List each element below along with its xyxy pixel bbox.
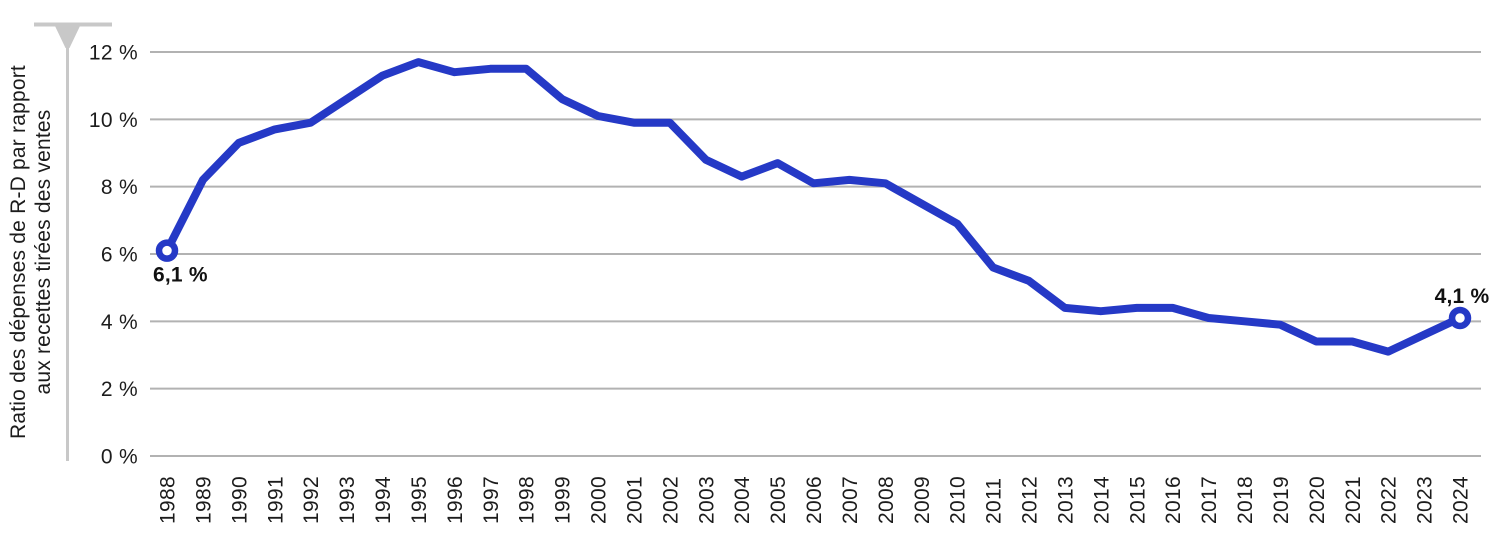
y-tick-label: 8 % — [101, 176, 138, 199]
x-tick-label: 1989 — [192, 476, 215, 524]
x-tick-label: 2002 — [659, 476, 682, 524]
x-tick-label: 2007 — [839, 476, 862, 524]
x-tick-label: 2014 — [1090, 476, 1113, 524]
x-tick-label: 2021 — [1342, 476, 1365, 524]
x-tick-label: 2010 — [947, 476, 970, 524]
y-tick-label: 0 % — [101, 446, 138, 469]
x-tick-label: 2017 — [1198, 476, 1221, 524]
trend-line — [163, 58, 1464, 356]
x-tick-label: 2003 — [695, 476, 718, 524]
y-tick-label: 4 % — [101, 311, 138, 334]
x-tick-label: 2008 — [875, 476, 898, 524]
x-tick-label: 1991 — [264, 476, 287, 524]
x-tick-label: 2023 — [1414, 476, 1437, 524]
x-tick-label: 1994 — [372, 476, 395, 524]
x-tick-label: 2020 — [1306, 476, 1329, 524]
y-tick-label: 6 % — [101, 244, 138, 267]
x-tick-label: 2024 — [1450, 476, 1473, 524]
y-tick-labels-group: 12 % 10 % 8 % 6 % 4 % 2 % 0 % — [89, 42, 138, 469]
x-tick-label: 2018 — [1234, 476, 1257, 524]
y-axis-group — [34, 22, 112, 461]
x-tick-label: 1996 — [444, 476, 467, 524]
x-tick-label: 2005 — [767, 476, 790, 524]
x-tick-label: 1997 — [480, 476, 503, 524]
last-point-marker — [1448, 306, 1472, 330]
x-tick-label: 2001 — [623, 476, 646, 524]
series-group: 6,1 % 4,1 % — [153, 58, 1490, 356]
x-tick-labels-group: 1988 1989 1990 1991 1992 1993 1994 1995 1996 1997… — [157, 476, 1473, 524]
x-tick-label: 1998 — [516, 476, 539, 524]
x-tick-label: 1990 — [228, 476, 251, 524]
gridlines-group — [150, 51, 1481, 457]
x-tick-label: 1995 — [408, 476, 431, 524]
x-tick-label: 2019 — [1270, 476, 1293, 524]
y-tick-label: 10 % — [89, 109, 138, 132]
y-tick-label: 12 % — [89, 42, 138, 65]
x-tick-label: 1992 — [300, 476, 323, 524]
last-point-label: 4,1 % — [1435, 285, 1490, 308]
x-tick-label: 2004 — [731, 476, 754, 524]
x-tick-label: 2013 — [1054, 476, 1077, 524]
first-point-label: 6,1 % — [153, 264, 208, 287]
y-tick-label: 2 % — [101, 378, 138, 401]
first-point-marker — [155, 239, 179, 262]
x-tick-label: 2009 — [911, 476, 934, 524]
x-tick-label: 2022 — [1378, 476, 1401, 524]
x-tick-label: 2000 — [588, 476, 611, 524]
y-axis-arrow-icon — [55, 26, 80, 48]
x-tick-label: 2015 — [1126, 476, 1149, 524]
x-tick-label: 1999 — [552, 476, 575, 524]
x-tick-label: 1993 — [336, 476, 359, 524]
x-tick-label: 2011 — [983, 478, 1006, 524]
x-tick-label: 2016 — [1162, 476, 1185, 524]
x-tick-label: 1988 — [157, 476, 180, 524]
x-tick-label: 2012 — [1019, 476, 1042, 524]
x-tick-label: 2006 — [803, 476, 826, 524]
